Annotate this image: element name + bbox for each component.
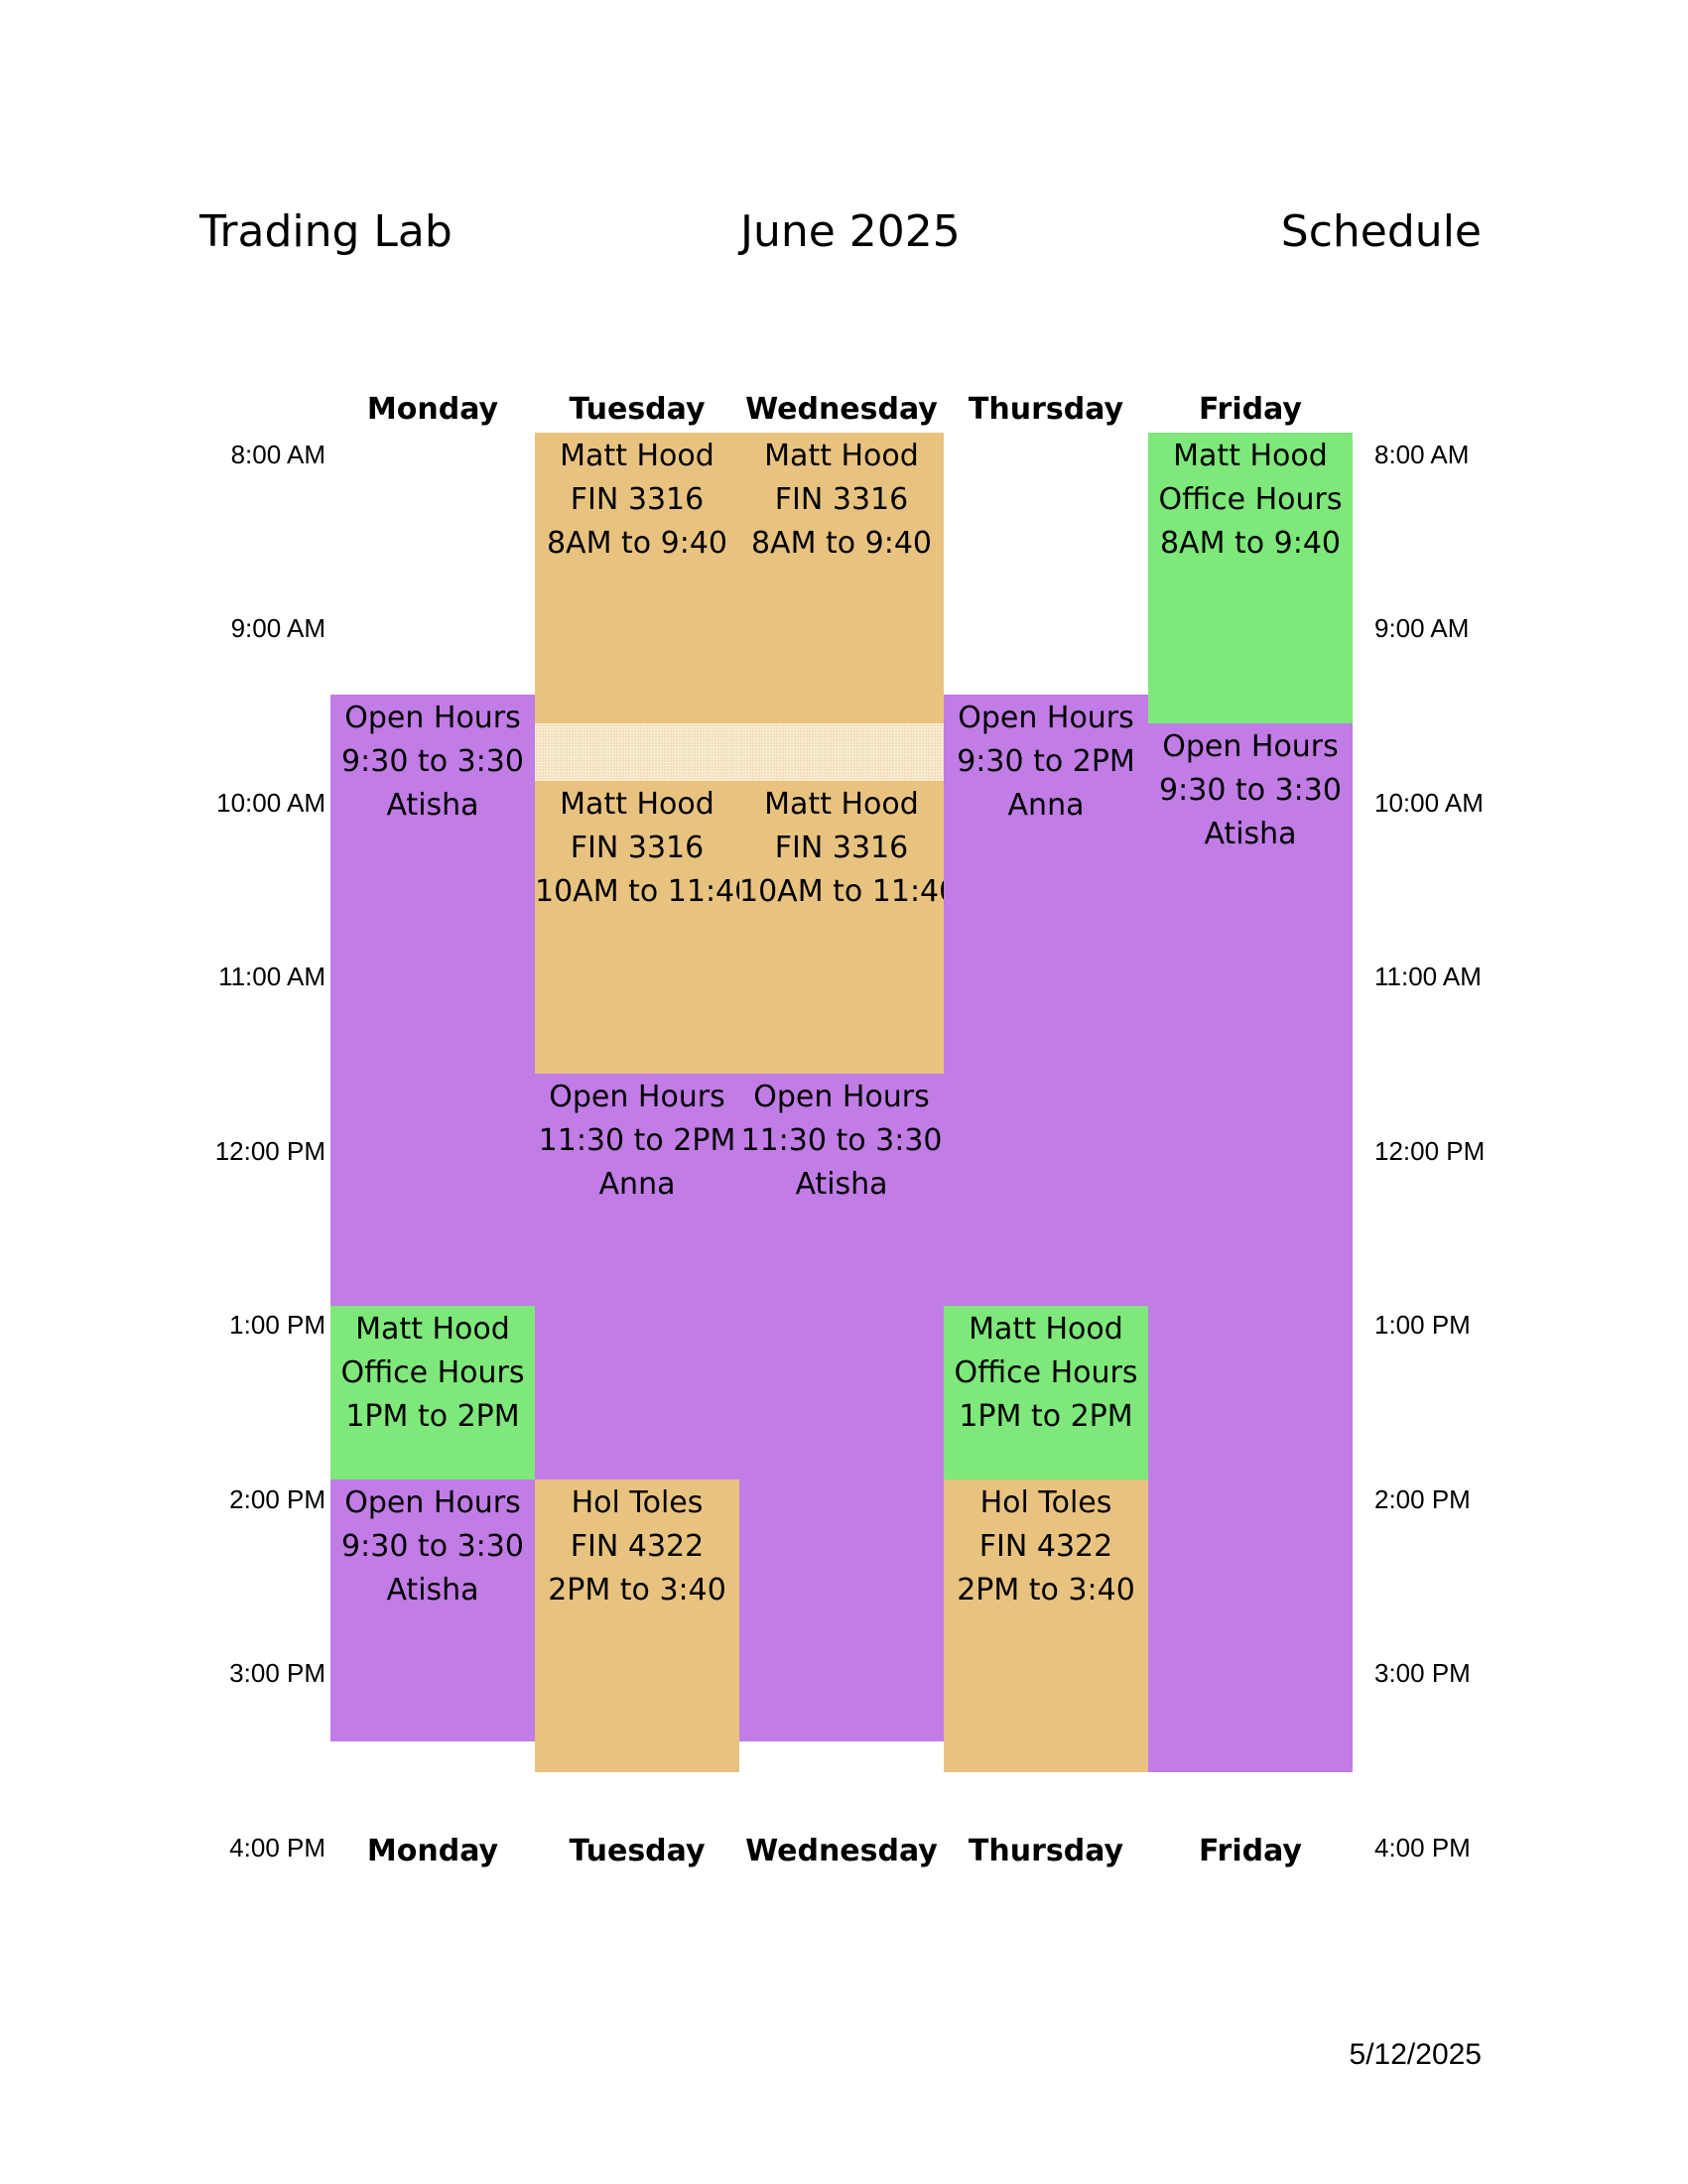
title-trading-lab: Trading Lab (199, 206, 453, 257)
time-label-left: 2:00 PM (229, 1484, 325, 1514)
event-block-friday-office-hours: Matt Hood Office Hours 8AM to 9:40 (1148, 433, 1353, 723)
event-title: Matt Hood (560, 787, 714, 822)
event-title: Matt Hood (764, 787, 919, 822)
event-detail: Office Hours (1158, 482, 1343, 517)
event-block-monday-office-hours: Matt Hood Office Hours 1PM to 2PM (330, 1306, 535, 1479)
time-label-left: 12:00 PM (214, 1136, 325, 1166)
break-block (739, 723, 944, 781)
event-time: 8AM to 9:40 (750, 526, 933, 561)
time-label-left: 4:00 PM (229, 1833, 325, 1863)
event-detail: Office Hours (340, 1355, 525, 1390)
time-label-right: 1:00 PM (1374, 1310, 1471, 1340)
event-person: Atisha (1204, 817, 1297, 851)
event-title: Open Hours (549, 1080, 725, 1114)
time-label-right: 8:00 AM (1374, 440, 1470, 469)
time-label-left: 3:00 PM (229, 1658, 325, 1688)
time-label-right: 4:00 PM (1374, 1833, 1471, 1863)
event-block-tuesday-open-hours: Open Hours 11:30 to 2PM Anna (535, 1074, 739, 1479)
event-time: 8AM to 9:40 (1159, 526, 1342, 561)
time-label-right: 11:00 AM (1374, 962, 1482, 991)
event-person: Anna (1007, 788, 1085, 823)
event-detail: 9:30 to 3:30 (1159, 773, 1342, 808)
event-title: Matt Hood (969, 1312, 1123, 1347)
event-title: Matt Hood (764, 439, 919, 473)
event-title: Open Hours (753, 1080, 930, 1114)
event-person: Atisha (795, 1167, 888, 1202)
title-month: June 2025 (740, 206, 961, 257)
event-title: Matt Hood (1173, 439, 1328, 473)
event-time: 1PM to 2PM (345, 1399, 520, 1434)
event-title: Open Hours (1162, 729, 1339, 764)
event-time: 1PM to 2PM (959, 1399, 1133, 1434)
day-header-friday: Friday (1198, 392, 1302, 427)
day-header-tuesday: Tuesday (569, 392, 706, 427)
event-time: 10AM to 11:40 (535, 874, 739, 909)
day-footer-monday: Monday (366, 1834, 499, 1868)
event-block-tuesday-class: Hol Toles FIN 4322 2PM to 3:40 (535, 1479, 739, 1772)
time-label-right: 10:00 AM (1374, 788, 1484, 818)
break-block (535, 723, 739, 781)
day-footer-wednesday: Wednesday (745, 1834, 938, 1868)
event-detail: 9:30 to 2PM (957, 744, 1135, 779)
event-block-tuesday-class: Matt Hood FIN 3316 8AM to 9:40 (535, 433, 739, 723)
event-person: Anna (598, 1167, 676, 1202)
event-block-monday-open-hours: Open Hours 9:30 to 3:30 Atisha (330, 695, 535, 1306)
event-detail: 9:30 to 3:30 (341, 1529, 524, 1564)
event-block-wednesday-class: Matt Hood FIN 3316 10AM to 11:40 (739, 781, 944, 1074)
event-course: FIN 3316 (570, 482, 705, 517)
event-time: 2PM to 3:40 (957, 1573, 1135, 1607)
event-title: Matt Hood (560, 439, 714, 473)
event-title: Open Hours (344, 1485, 521, 1520)
footer-date: 5/12/2025 (1349, 2038, 1482, 2071)
event-title: Hol Toles (979, 1485, 1112, 1520)
event-detail: 9:30 to 3:30 (341, 744, 524, 779)
event-title: Matt Hood (355, 1312, 510, 1347)
day-header-monday: Monday (366, 392, 499, 427)
time-label-right: 3:00 PM (1374, 1658, 1471, 1688)
event-person: Atisha (386, 788, 479, 823)
event-time: 8AM to 9:40 (546, 526, 728, 561)
event-time: 2PM to 3:40 (548, 1573, 726, 1607)
event-time: 10AM to 11:40 (739, 874, 944, 909)
time-label-right: 2:00 PM (1374, 1484, 1471, 1514)
event-block-thursday-office-hours: Matt Hood Office Hours 1PM to 2PM (944, 1306, 1148, 1479)
event-block-friday-open-hours: Open Hours 9:30 to 3:30 Atisha (1148, 723, 1353, 1772)
event-block-wednesday-class: Matt Hood FIN 3316 8AM to 9:40 (739, 433, 944, 723)
event-course: FIN 3316 (774, 482, 909, 517)
event-title: Open Hours (344, 701, 521, 735)
event-block-monday-open-hours: Open Hours 9:30 to 3:30 Atisha (330, 1479, 535, 1741)
time-label-right: 9:00 AM (1374, 613, 1470, 643)
event-block-thursday-class: Hol Toles FIN 4322 2PM to 3:40 (944, 1479, 1148, 1772)
time-label-left: 10:00 AM (216, 788, 325, 818)
day-header-thursday: Thursday (968, 392, 1124, 427)
day-footer-friday: Friday (1198, 1834, 1302, 1868)
day-footer-tuesday: Tuesday (569, 1834, 706, 1868)
time-label-left: 1:00 PM (229, 1310, 325, 1340)
event-course: FIN 3316 (570, 831, 705, 865)
day-footer-thursday: Thursday (968, 1834, 1124, 1868)
event-detail: Office Hours (954, 1355, 1138, 1390)
day-header-wednesday: Wednesday (745, 392, 938, 427)
event-course: FIN 4322 (978, 1529, 1113, 1564)
time-label-left: 11:00 AM (218, 962, 325, 991)
event-block-thursday-open-hours: Open Hours 9:30 to 2PM Anna (944, 695, 1148, 1306)
event-course: FIN 4322 (570, 1529, 705, 1564)
event-detail: 11:30 to 3:30 (740, 1123, 943, 1158)
title-schedule: Schedule (1280, 206, 1482, 257)
event-block-wednesday-open-hours: Open Hours 11:30 to 3:30 Atisha (739, 1074, 944, 1741)
event-course: FIN 3316 (774, 831, 909, 865)
event-detail: 11:30 to 2PM (538, 1123, 736, 1158)
event-title: Open Hours (958, 701, 1134, 735)
time-label-right: 12:00 PM (1374, 1136, 1486, 1166)
event-block-tuesday-class: Matt Hood FIN 3316 10AM to 11:40 (535, 781, 739, 1074)
time-label-left: 9:00 AM (230, 613, 325, 643)
event-person: Atisha (386, 1573, 479, 1607)
time-label-left: 8:00 AM (230, 440, 325, 469)
event-title: Hol Toles (571, 1485, 704, 1520)
